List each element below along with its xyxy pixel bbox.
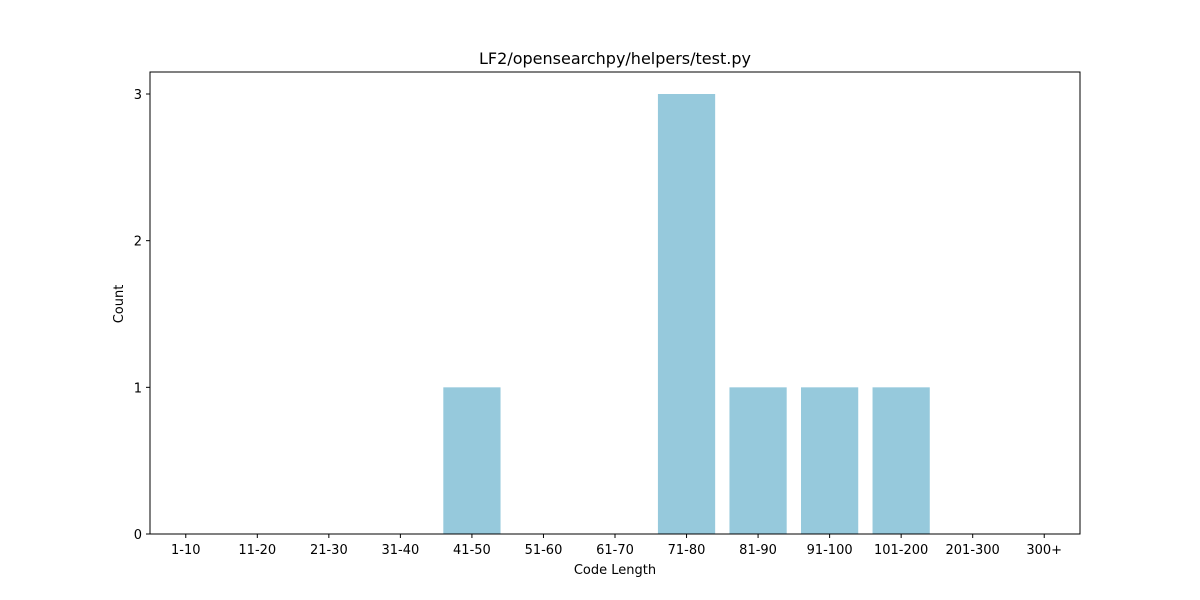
x-tick-label: 81-90 xyxy=(739,543,777,558)
x-tick-label: 101-200 xyxy=(874,543,928,558)
x-ticks-group: 1-10 11-20 21-30 31-40 41-50 51-60 61-70 71-80 8… xyxy=(171,534,1062,558)
y-tick-label: 2 xyxy=(134,235,142,250)
bar-41-50 xyxy=(443,387,501,534)
x-axis-title: Code Length xyxy=(574,563,656,578)
x-tick-label: 201-300 xyxy=(946,543,1000,558)
y-tick-label: 1 xyxy=(134,381,142,396)
x-tick-label: 11-20 xyxy=(238,543,276,558)
chart-title: LF2/opensearchpy/helpers/test.py xyxy=(479,49,751,68)
bars-group xyxy=(443,94,930,534)
x-tick-label: 21-30 xyxy=(310,543,348,558)
bar-81-90 xyxy=(729,387,787,534)
x-tick-label: 31-40 xyxy=(381,543,419,558)
x-tick-label: 61-70 xyxy=(596,543,634,558)
bar-71-80 xyxy=(657,94,716,534)
x-tick-label: 51-60 xyxy=(525,543,563,558)
x-tick-label: 91-100 xyxy=(807,543,853,558)
x-tick-label: 41-50 xyxy=(453,543,491,558)
x-tick-label: 1-10 xyxy=(171,543,201,558)
x-tick-label: 300+ xyxy=(1026,543,1062,558)
y-ticks-group: 0 1 2 3 xyxy=(134,88,150,543)
bar-91-100 xyxy=(801,387,859,534)
y-tick-label: 0 xyxy=(134,528,142,543)
bar-101-200 xyxy=(872,387,930,534)
y-tick-label: 3 xyxy=(134,88,142,103)
x-tick-label: 71-80 xyxy=(668,543,706,558)
y-axis-title: Count xyxy=(112,285,127,324)
plot-frame xyxy=(149,71,1081,535)
